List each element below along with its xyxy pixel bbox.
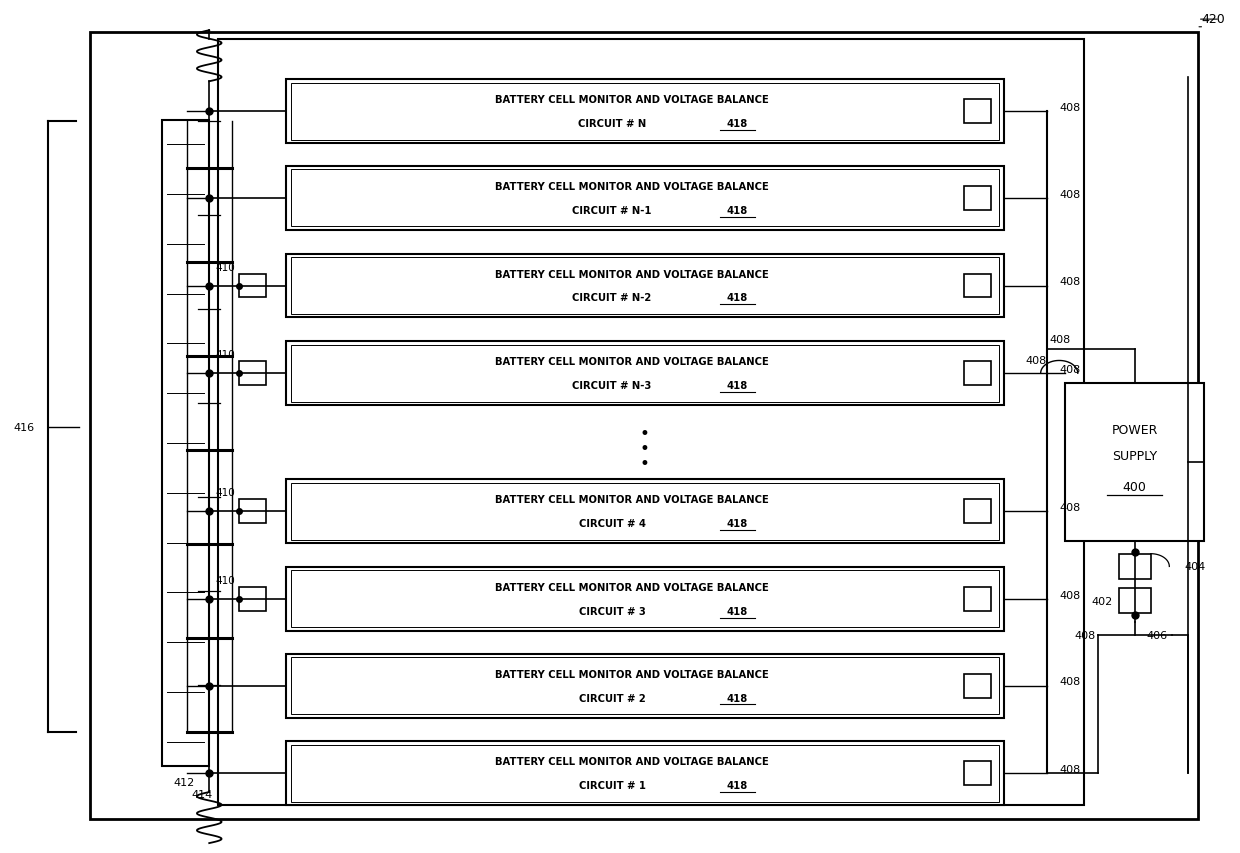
Text: 420: 420 <box>1202 13 1225 26</box>
Text: 412: 412 <box>174 777 195 786</box>
Bar <box>963 362 991 386</box>
Text: 408: 408 <box>1059 364 1080 374</box>
Bar <box>963 187 991 211</box>
Text: 418: 418 <box>727 119 748 129</box>
Text: •: • <box>640 439 650 457</box>
Text: 406: 406 <box>1147 630 1168 640</box>
Bar <box>963 762 991 786</box>
Text: 408: 408 <box>1059 189 1080 200</box>
Bar <box>963 587 991 611</box>
Text: BATTERY CELL MONITOR AND VOLTAGE BALANCE: BATTERY CELL MONITOR AND VOLTAGE BALANCE <box>496 357 769 367</box>
Bar <box>239 362 267 386</box>
Bar <box>1065 384 1204 542</box>
Text: CIRCUIT # N-3: CIRCUIT # N-3 <box>573 380 655 391</box>
Text: CIRCUIT # N-1: CIRCUIT # N-1 <box>573 206 655 216</box>
Text: 400: 400 <box>1122 480 1147 493</box>
Text: 418: 418 <box>727 293 748 303</box>
Bar <box>291 483 998 540</box>
Bar <box>286 479 1003 543</box>
Text: POWER: POWER <box>1111 424 1158 437</box>
Bar <box>291 345 998 403</box>
Text: •: • <box>640 455 650 473</box>
Bar <box>91 33 1198 819</box>
Text: CIRCUIT # N: CIRCUIT # N <box>578 119 650 129</box>
Bar <box>162 120 210 767</box>
Bar <box>286 567 1003 631</box>
Bar <box>291 658 998 714</box>
Text: BATTERY CELL MONITOR AND VOLTAGE BALANCE: BATTERY CELL MONITOR AND VOLTAGE BALANCE <box>496 583 769 592</box>
Text: 414: 414 <box>192 789 213 798</box>
Bar <box>963 275 991 298</box>
Text: 408: 408 <box>1059 590 1080 600</box>
Bar <box>1118 554 1151 579</box>
Bar <box>291 745 998 802</box>
Bar <box>286 342 1003 406</box>
Text: 408: 408 <box>1059 277 1080 287</box>
Text: 416: 416 <box>14 422 35 432</box>
Text: 402: 402 <box>1091 595 1112 606</box>
Text: BATTERY CELL MONITOR AND VOLTAGE BALANCE: BATTERY CELL MONITOR AND VOLTAGE BALANCE <box>496 182 769 192</box>
Text: 408: 408 <box>1049 334 1070 345</box>
Text: 418: 418 <box>727 606 748 616</box>
Bar <box>1118 588 1151 613</box>
Text: CIRCUIT # 2: CIRCUIT # 2 <box>579 693 649 703</box>
Text: 408: 408 <box>1075 630 1096 640</box>
Bar <box>286 654 1003 717</box>
Text: CIRCUIT # 4: CIRCUIT # 4 <box>579 519 649 528</box>
Text: BATTERY CELL MONITOR AND VOLTAGE BALANCE: BATTERY CELL MONITOR AND VOLTAGE BALANCE <box>496 495 769 505</box>
Bar <box>286 166 1003 230</box>
Bar <box>286 741 1003 805</box>
Text: 418: 418 <box>727 519 748 528</box>
Text: 408: 408 <box>1059 764 1080 775</box>
Bar <box>286 80 1003 144</box>
Text: 410: 410 <box>216 350 236 360</box>
Text: BATTERY CELL MONITOR AND VOLTAGE BALANCE: BATTERY CELL MONITOR AND VOLTAGE BALANCE <box>496 270 769 279</box>
Text: 408: 408 <box>1059 676 1080 687</box>
Text: 408: 408 <box>1059 102 1080 113</box>
Text: BATTERY CELL MONITOR AND VOLTAGE BALANCE: BATTERY CELL MONITOR AND VOLTAGE BALANCE <box>496 95 769 105</box>
Bar <box>963 674 991 698</box>
Bar <box>239 275 267 298</box>
Text: SUPPLY: SUPPLY <box>1112 450 1157 462</box>
Text: 418: 418 <box>727 780 748 790</box>
Text: BATTERY CELL MONITOR AND VOLTAGE BALANCE: BATTERY CELL MONITOR AND VOLTAGE BALANCE <box>496 669 769 679</box>
Text: CIRCUIT # 1: CIRCUIT # 1 <box>579 780 649 790</box>
Bar <box>239 500 267 524</box>
Text: 410: 410 <box>216 576 236 585</box>
Text: 418: 418 <box>727 380 748 391</box>
Text: 410: 410 <box>216 488 236 498</box>
Bar <box>239 587 267 611</box>
Bar <box>291 170 998 227</box>
Text: CIRCUIT # 3: CIRCUIT # 3 <box>579 606 649 616</box>
Bar <box>291 84 998 141</box>
Bar <box>963 100 991 124</box>
Text: 408: 408 <box>1025 356 1047 366</box>
Bar <box>291 258 998 315</box>
Bar <box>286 254 1003 318</box>
Text: BATTERY CELL MONITOR AND VOLTAGE BALANCE: BATTERY CELL MONITOR AND VOLTAGE BALANCE <box>496 757 769 767</box>
Text: CIRCUIT # N-2: CIRCUIT # N-2 <box>573 293 655 303</box>
Text: 418: 418 <box>727 206 748 216</box>
Text: 408: 408 <box>1059 502 1080 513</box>
Text: 410: 410 <box>216 263 236 272</box>
Text: •: • <box>640 424 650 443</box>
Text: 418: 418 <box>727 693 748 703</box>
Bar <box>218 39 1084 805</box>
Bar <box>963 500 991 524</box>
Text: 404: 404 <box>1184 562 1205 572</box>
Bar <box>291 571 998 628</box>
